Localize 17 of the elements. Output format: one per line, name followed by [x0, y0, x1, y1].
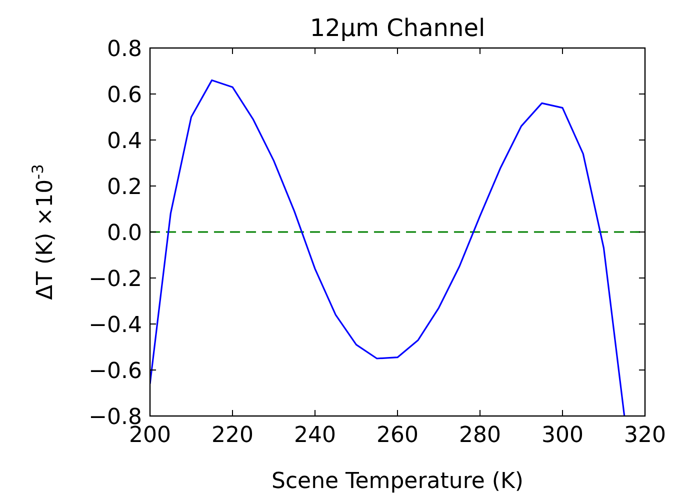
y-tick-label: 0.8 [107, 37, 142, 62]
x-axis-title: Scene Temperature (K) [271, 469, 524, 494]
y-tick-label: 0.6 [107, 83, 142, 108]
y-tick-label: 0.0 [107, 221, 142, 246]
line-series [150, 79, 626, 416]
y-tick-label: −0.4 [88, 313, 142, 338]
x-tick-label: 260 [376, 423, 418, 448]
chart-title: 12μm Channel [310, 14, 486, 42]
y-tick-label: 0.4 [107, 129, 142, 154]
x-tick-label: 280 [459, 423, 501, 448]
y-tick-label: 0.2 [107, 175, 142, 200]
x-tick-label: 300 [542, 423, 584, 448]
x-tick-label: 220 [212, 423, 254, 448]
y-tick-label: −0.2 [88, 267, 142, 292]
y-tick-label: −0.6 [88, 359, 142, 384]
x-tick-label: 240 [294, 423, 336, 448]
x-tick-label: 320 [624, 423, 666, 448]
